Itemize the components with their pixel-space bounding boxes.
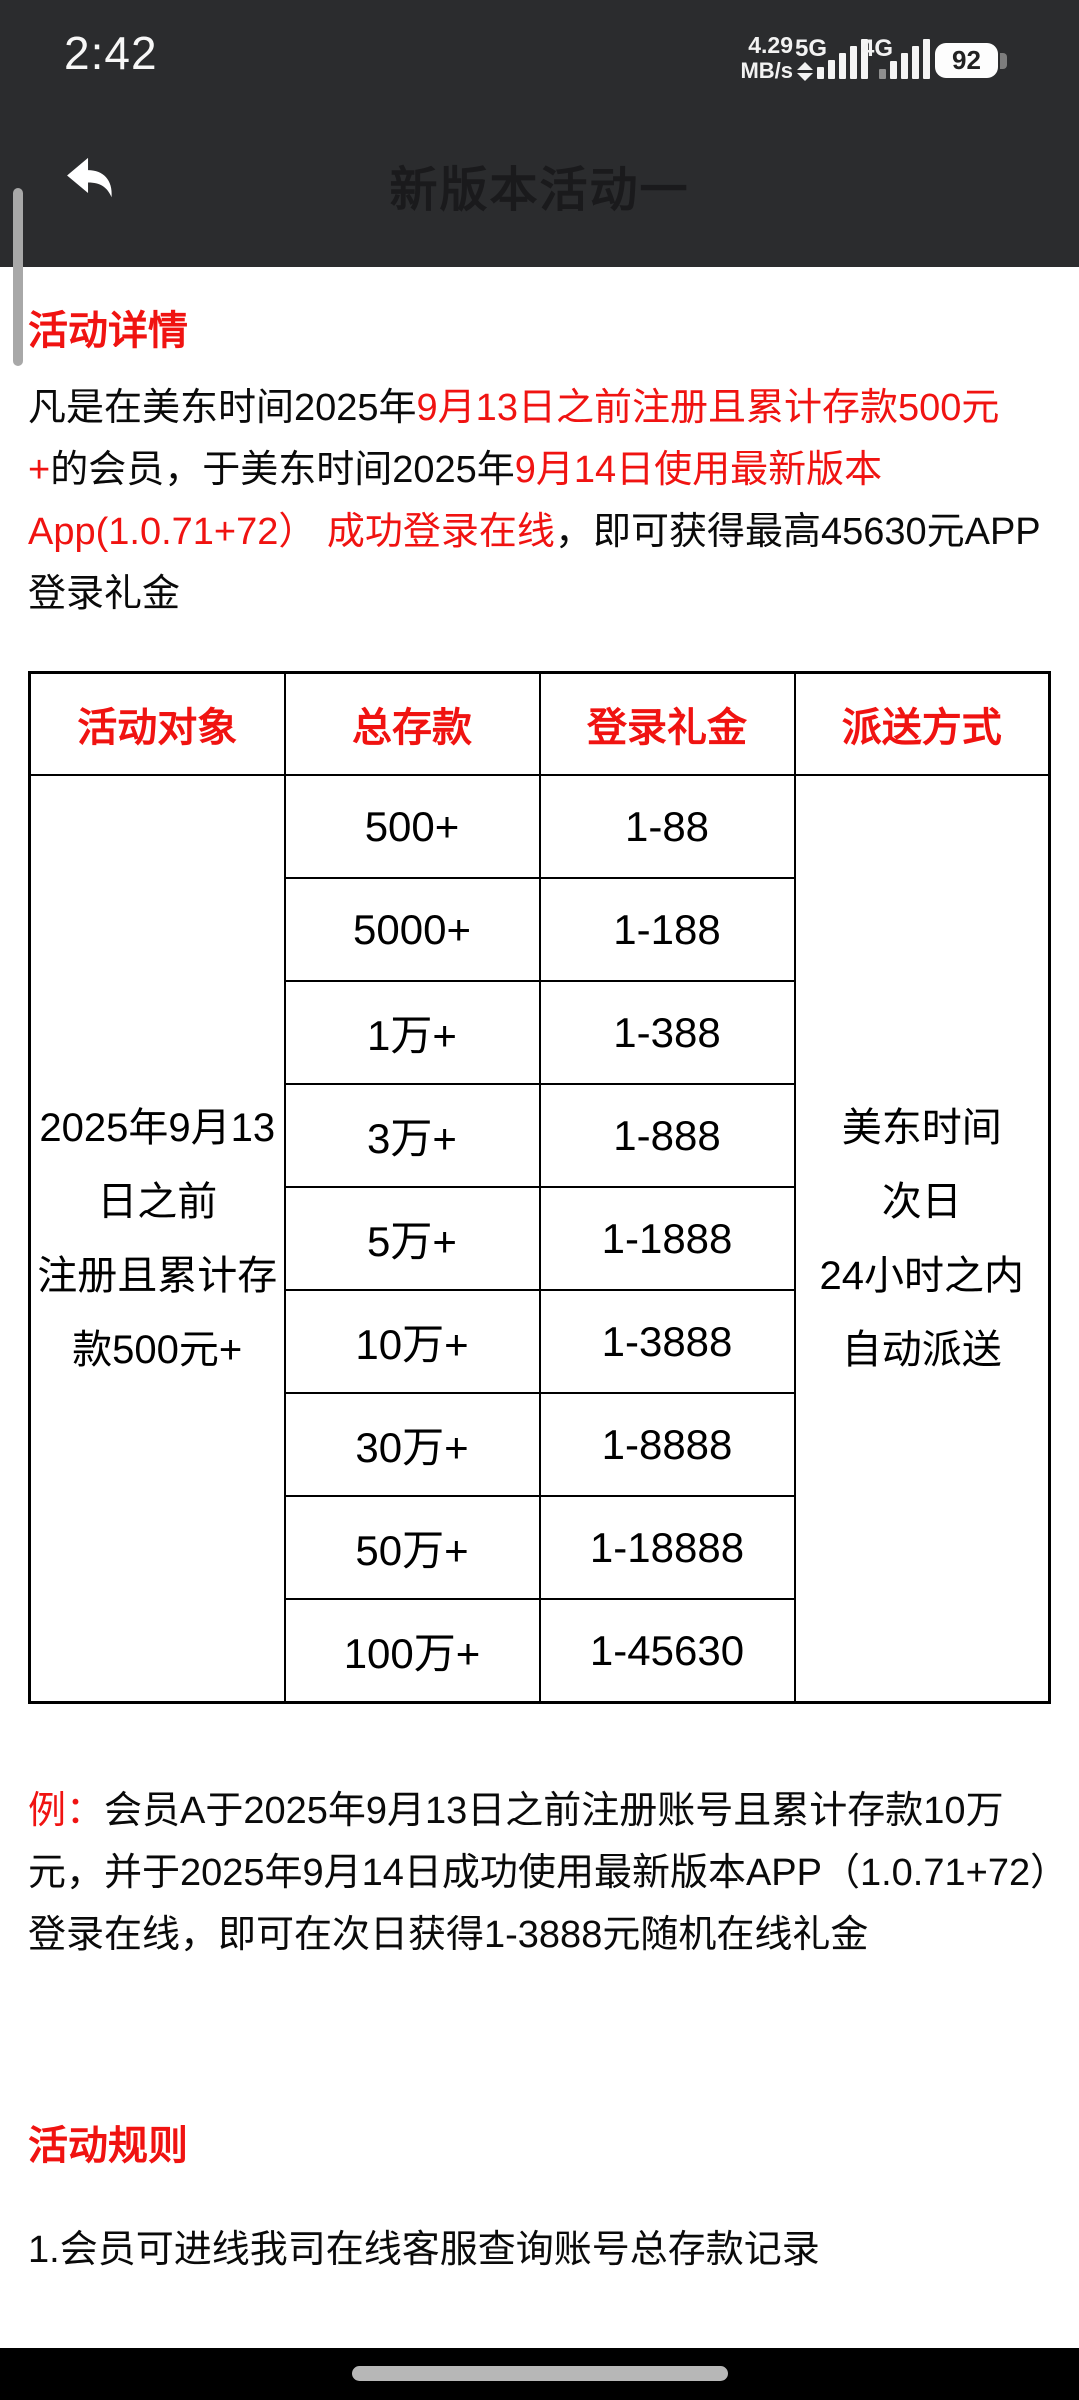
table-row: 10万+ 1-3888 <box>30 1289 1050 1394</box>
bonus-cell: 1-18888 <box>538 1495 796 1600</box>
network-speed-unit: MB/s <box>740 58 793 83</box>
battery-percent: 92 <box>952 45 981 75</box>
deposit-cell: 500+ <box>283 774 541 879</box>
details-paragraph: 凡是在美东时间2025年9月13日之前注册且累计存款500元+的会员，于美东时间… <box>28 377 1051 625</box>
bonus-cell: 1-88 <box>538 774 796 879</box>
signal-bar <box>923 39 930 79</box>
signal-bar <box>850 46 857 79</box>
sim2-network-label: 4G <box>861 35 894 62</box>
paragraph-segment: 凡是在美东时间2025年 <box>28 387 417 429</box>
signal-bar <box>901 53 908 79</box>
table-row: 30万+ 1-8888 <box>30 1392 1050 1497</box>
system-navigation-bar <box>0 2348 1079 2400</box>
deposit-cell: 30万+ <box>283 1392 541 1497</box>
battery-icon: 92 <box>935 43 998 78</box>
deposit-cell: 1万+ <box>283 980 541 1085</box>
paragraph-segment: 9月14日使用最新版本App(1.0.71+72） 成功登录在线 <box>28 449 883 553</box>
down-arrow-icon <box>797 73 813 81</box>
signal-bar <box>879 69 886 79</box>
back-arrow-icon <box>67 157 112 198</box>
sim2-signal-icon <box>879 39 930 79</box>
back-button[interactable] <box>52 142 132 218</box>
table-header-row: 活动对象 总存款 登录礼金 派送方式 <box>28 671 1051 776</box>
battery-nub <box>1000 53 1007 69</box>
signal-bar <box>861 39 868 79</box>
updown-arrows-icon <box>797 62 813 82</box>
example-label: 例： <box>28 1790 105 1832</box>
status-time: 2:42 <box>64 27 158 79</box>
rule-item-1: 1.会员可进线我司在线客服查询账号总存款记录 <box>28 2229 820 2271</box>
col-header-audience: 活动对象 <box>28 671 286 776</box>
details-heading: 活动详情 <box>28 309 188 353</box>
scrollbar-thumb[interactable] <box>13 188 23 366</box>
deposit-cell: 3万+ <box>283 1083 541 1188</box>
home-indicator[interactable] <box>352 2366 728 2381</box>
network-speed-value: 4.29 <box>748 32 793 58</box>
signal-bar <box>912 46 919 79</box>
deposit-cell: 10万+ <box>283 1289 541 1394</box>
bonus-cell: 1-3888 <box>538 1289 796 1394</box>
bonus-cell: 1-188 <box>538 877 796 982</box>
table-row: 1万+ 1-388 <box>30 980 1050 1085</box>
table-row: 3万+ 1-888 <box>30 1083 1050 1188</box>
promo-table: 活动对象 总存款 登录礼金 派送方式 2025年9月13 日之前 注册且累计存 … <box>28 671 1051 1704</box>
signal-bar <box>817 67 824 79</box>
table-row: 2025年9月13 日之前 注册且累计存 款500元+ 500+ 1-88 美东… <box>28 774 1051 1704</box>
sim1-signal-icon <box>817 39 868 79</box>
table-row: 50万+ 1-18888 <box>30 1495 1050 1600</box>
deposit-cell: 5万+ <box>283 1186 541 1291</box>
deposit-cell: 50万+ <box>283 1495 541 1600</box>
sim1-network-label: 5G <box>795 35 828 62</box>
paragraph-segment: 9月13日之前注册且累计存款500元+ <box>28 387 1000 491</box>
signal-bar <box>839 53 846 79</box>
page-title: 新版本活动一 <box>389 164 690 217</box>
paragraph-segment: 的会员，于美东时间2025年 <box>50 449 515 491</box>
bonus-cell: 1-45630 <box>538 1598 796 1704</box>
bonus-cell: 1-8888 <box>538 1392 796 1497</box>
example-text: 会员A于2025年9月13日之前注册账号且累计存款10万元，并于2025年9月1… <box>28 1790 1050 1956</box>
col-header-delivery: 派送方式 <box>793 671 1051 776</box>
status-cluster: 4.29 MB/s 5G 4G 92 <box>733 34 1023 84</box>
table-row: 100万+ 1-45630 <box>30 1598 1050 1704</box>
col-header-deposit: 总存款 <box>283 671 541 776</box>
table-row: 5万+ 1-1888 <box>30 1186 1050 1291</box>
delivery-cell: 美东时间 次日 24小时之内 自动派送 <box>793 774 1051 1704</box>
table-row: 5000+ 1-188 <box>30 877 1050 982</box>
signal-bar <box>890 61 897 79</box>
signal-bar <box>828 60 835 79</box>
bonus-cell: 1-888 <box>538 1083 796 1188</box>
example-paragraph: 例：会员A于2025年9月13日之前注册账号且累计存款10万元，并于2025年9… <box>28 1780 1051 1966</box>
deposit-cell: 5000+ <box>283 877 541 982</box>
col-header-bonus: 登录礼金 <box>538 671 796 776</box>
up-arrow-icon <box>797 62 813 70</box>
top-dark-area: 2:42 4.29 MB/s 5G 4G 92 <box>0 0 1079 267</box>
main-content: 活动详情 凡是在美东时间2025年9月13日之前注册且累计存款500元+的会员，… <box>0 267 1079 2400</box>
audience-cell: 2025年9月13 日之前 注册且累计存 款500元+ <box>28 774 286 1704</box>
deposit-cell: 100万+ <box>283 1598 541 1704</box>
bonus-cell: 1-388 <box>538 980 796 1085</box>
rules-heading: 活动规则 <box>28 2124 188 2168</box>
paragraph-segment: ，即可获得最高45630元APP登录礼金 <box>28 511 1041 615</box>
bonus-cell: 1-1888 <box>538 1186 796 1291</box>
